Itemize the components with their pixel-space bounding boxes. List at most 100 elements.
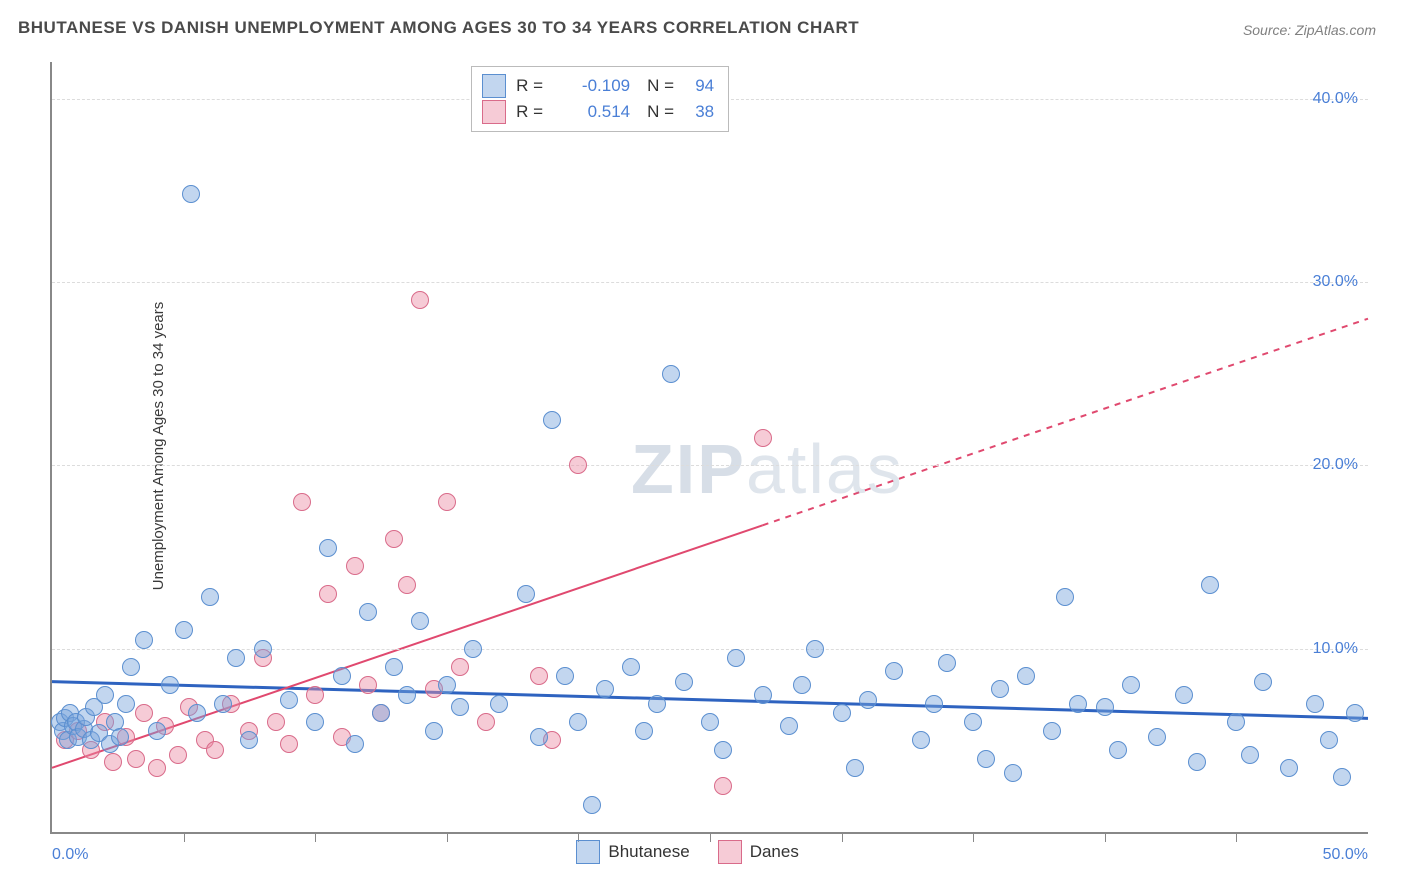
chart-title: BHUTANESE VS DANISH UNEMPLOYMENT AMONG A… — [18, 18, 859, 38]
scatter-point — [306, 713, 324, 731]
scatter-point — [398, 686, 416, 704]
scatter-point — [201, 588, 219, 606]
scatter-point — [333, 667, 351, 685]
scatter-point — [464, 640, 482, 658]
x-tick — [1236, 832, 1237, 842]
x-tick — [842, 832, 843, 842]
scatter-point — [1043, 722, 1061, 740]
scatter-point — [1017, 667, 1035, 685]
scatter-point — [530, 667, 548, 685]
scatter-point — [104, 753, 122, 771]
legend-r-value: 0.514 — [560, 102, 630, 122]
scatter-point — [1201, 576, 1219, 594]
scatter-point — [306, 686, 324, 704]
x-tick — [315, 832, 316, 842]
scatter-point — [977, 750, 995, 768]
plot-area: ZIPatlas 10.0%20.0%30.0%40.0%0.0%50.0% — [50, 62, 1368, 834]
y-tick-label: 10.0% — [1313, 640, 1358, 658]
legend-item: Danes — [718, 840, 799, 864]
scatter-point — [846, 759, 864, 777]
scatter-point — [438, 676, 456, 694]
legend-r-label: R = — [516, 102, 550, 122]
scatter-point — [127, 750, 145, 768]
scatter-point — [411, 291, 429, 309]
scatter-point — [359, 676, 377, 694]
scatter-point — [635, 722, 653, 740]
scatter-point — [622, 658, 640, 676]
scatter-point — [319, 539, 337, 557]
scatter-point — [359, 603, 377, 621]
scatter-point — [1069, 695, 1087, 713]
scatter-point — [135, 631, 153, 649]
scatter-point — [214, 695, 232, 713]
legend-swatch — [576, 840, 600, 864]
scatter-point — [385, 530, 403, 548]
legend-n-value: 38 — [684, 102, 714, 122]
source-label: Source: ZipAtlas.com — [1243, 22, 1376, 38]
scatter-point — [925, 695, 943, 713]
scatter-point — [96, 686, 114, 704]
scatter-point — [372, 704, 390, 722]
x-tick — [973, 832, 974, 842]
legend-swatch — [482, 100, 506, 124]
scatter-point — [1122, 676, 1140, 694]
scatter-point — [175, 621, 193, 639]
gridline — [52, 282, 1368, 283]
scatter-point — [254, 640, 272, 658]
scatter-point — [583, 796, 601, 814]
x-tick — [447, 832, 448, 842]
scatter-point — [727, 649, 745, 667]
scatter-point — [385, 658, 403, 676]
scatter-point — [714, 741, 732, 759]
scatter-point — [293, 493, 311, 511]
scatter-point — [346, 557, 364, 575]
scatter-point — [227, 649, 245, 667]
scatter-point — [1320, 731, 1338, 749]
scatter-point — [662, 365, 680, 383]
scatter-point — [806, 640, 824, 658]
gridline — [52, 649, 1368, 650]
scatter-point — [859, 691, 877, 709]
legend-swatch — [482, 74, 506, 98]
scatter-point — [451, 698, 469, 716]
correlation-legend: R =-0.109N =94R =0.514N =38 — [471, 66, 729, 132]
legend-n-label: N = — [640, 102, 674, 122]
scatter-point — [1188, 753, 1206, 771]
scatter-point — [1346, 704, 1364, 722]
x-tick — [1105, 832, 1106, 842]
scatter-point — [148, 722, 166, 740]
scatter-point — [206, 741, 224, 759]
x-tick — [184, 832, 185, 842]
scatter-point — [675, 673, 693, 691]
scatter-point — [398, 576, 416, 594]
legend-r-value: -0.109 — [560, 76, 630, 96]
scatter-point — [1306, 695, 1324, 713]
scatter-point — [1254, 673, 1272, 691]
scatter-point — [543, 411, 561, 429]
scatter-point — [280, 735, 298, 753]
scatter-point — [477, 713, 495, 731]
scatter-point — [111, 728, 129, 746]
scatter-point — [596, 680, 614, 698]
scatter-point — [1096, 698, 1114, 716]
chart-container: BHUTANESE VS DANISH UNEMPLOYMENT AMONG A… — [0, 0, 1406, 892]
scatter-point — [1056, 588, 1074, 606]
scatter-point — [411, 612, 429, 630]
y-tick-label: 30.0% — [1313, 273, 1358, 291]
scatter-point — [517, 585, 535, 603]
scatter-point — [530, 728, 548, 746]
scatter-point — [793, 676, 811, 694]
legend-row: R =-0.109N =94 — [482, 73, 714, 99]
series-legend: Bhutanese Danes — [576, 840, 798, 864]
watermark-zip: ZIP — [631, 430, 746, 508]
scatter-point — [991, 680, 1009, 698]
scatter-point — [912, 731, 930, 749]
legend-item: Bhutanese — [576, 840, 689, 864]
scatter-point — [267, 713, 285, 731]
scatter-point — [182, 185, 200, 203]
legend-n-label: N = — [640, 76, 674, 96]
scatter-point — [1175, 686, 1193, 704]
scatter-point — [754, 686, 772, 704]
scatter-point — [754, 429, 772, 447]
scatter-point — [240, 731, 258, 749]
